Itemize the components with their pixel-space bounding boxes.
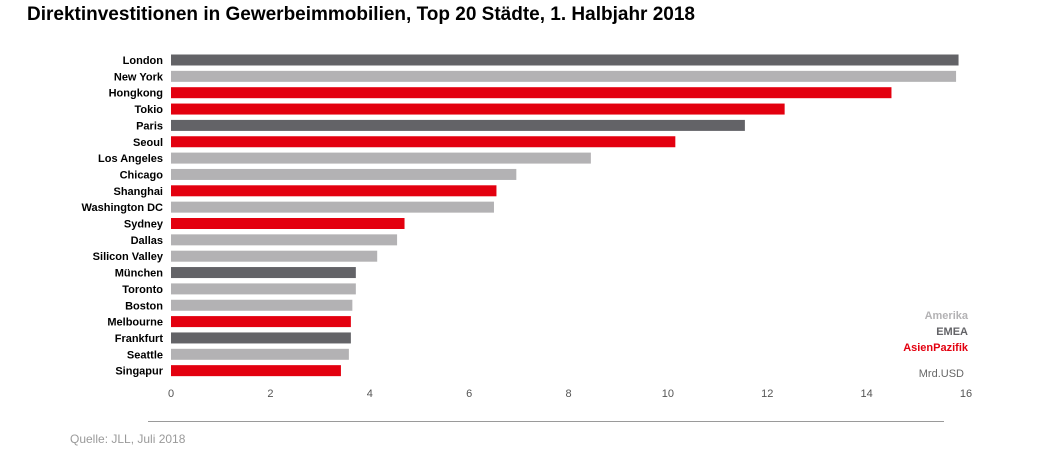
bar-tokio xyxy=(171,103,785,115)
category-label-hongkong: Hongkong xyxy=(109,88,163,100)
x-tick-label: 6 xyxy=(466,388,472,400)
category-label-los-angeles: Los Angeles xyxy=(98,153,163,165)
category-label-toronto: Toronto xyxy=(122,284,163,296)
bar-shanghai xyxy=(171,185,497,197)
category-label-boston: Boston xyxy=(125,300,163,312)
legend: Amerika EMEA AsienPazifik Mrd.USD xyxy=(903,310,969,380)
x-tick-label: 2 xyxy=(267,388,273,400)
x-tick-label: 4 xyxy=(367,388,373,400)
category-label-silicon-valley: Silicon Valley xyxy=(93,251,164,263)
legend-item-emea: EMEA xyxy=(936,326,968,338)
x-tick-label: 0 xyxy=(168,388,174,400)
bar-toronto xyxy=(171,283,356,295)
category-label-chicago: Chicago xyxy=(120,169,164,181)
category-label-washington-dc: Washington DC xyxy=(82,202,164,214)
bar-new-york xyxy=(171,70,957,82)
x-tick-label: 14 xyxy=(861,388,873,400)
category-label-melbourne: Melbourne xyxy=(107,317,163,329)
x-tick-label: 8 xyxy=(565,388,571,400)
bar-singapur xyxy=(171,365,341,377)
category-label-paris: Paris xyxy=(136,120,163,132)
source-note: Quelle: JLL, Juli 2018 xyxy=(70,432,186,446)
bar-paris xyxy=(171,119,745,131)
bar-silicon-valley xyxy=(171,250,378,262)
bar-hongkong xyxy=(171,87,892,99)
category-label-singapur: Singapur xyxy=(115,366,163,378)
category-label-new-york: New York xyxy=(114,71,164,83)
bars-layer xyxy=(171,54,959,377)
bar-sydney xyxy=(171,218,405,229)
bar-frankfurt xyxy=(171,332,351,344)
category-label-london: London xyxy=(123,55,164,67)
category-label-dallas: Dallas xyxy=(131,235,163,247)
bar-london xyxy=(171,54,959,66)
category-label-frankfurt: Frankfurt xyxy=(115,333,164,345)
category-label-m-nchen: München xyxy=(115,268,164,280)
x-axis-ticks-layer: 0 2 4 6 8 10 12 14 16 xyxy=(168,388,972,400)
unit-label: Mrd.USD xyxy=(919,368,964,380)
category-label-seoul: Seoul xyxy=(133,137,163,149)
bar-chicago xyxy=(171,168,517,180)
category-label-tokio: Tokio xyxy=(134,104,163,116)
legend-item-amerika: Amerika xyxy=(925,310,969,322)
bar-dallas xyxy=(171,234,398,246)
bar-seattle xyxy=(171,348,349,360)
x-tick-label: 12 xyxy=(761,388,773,400)
source-divider xyxy=(148,421,944,422)
category-label-seattle: Seattle xyxy=(127,349,163,361)
x-tick-label: 16 xyxy=(960,388,972,400)
category-label-shanghai: Shanghai xyxy=(113,186,163,198)
category-label-sydney: Sydney xyxy=(124,219,164,231)
bar-los-angeles xyxy=(171,152,591,164)
bar-washington-dc xyxy=(171,201,494,213)
bar-seoul xyxy=(171,136,676,148)
category-labels-layer: London New York Hongkong Tokio Paris Seoul Los… xyxy=(82,55,164,378)
bar-boston xyxy=(171,299,353,311)
chart-title: Direktinvestitionen in Gewerbeimmobilien… xyxy=(27,4,695,25)
x-tick-label: 10 xyxy=(662,388,674,400)
bar-melbourne xyxy=(171,316,351,328)
legend-item-asienpazifik: AsienPazifik xyxy=(903,342,969,354)
bar-m-nchen xyxy=(171,267,356,279)
